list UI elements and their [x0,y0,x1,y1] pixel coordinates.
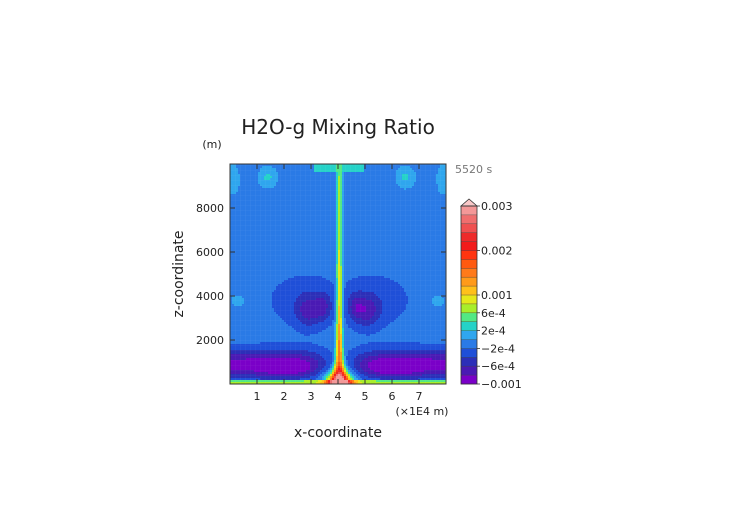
x-tick-label: 4 [335,390,342,403]
colorbar: 0.003 0.002 0.001 6e-4 2e-4 −2e-4 −6e-4 −0.001 [459,198,522,391]
colorbar-swatch [461,206,477,216]
colorbar-swatch [461,312,477,322]
colorbar-swatch [461,277,477,287]
y-tick-label: 8000 [196,202,224,215]
colorbar-label: −0.001 [481,378,522,391]
colorbar-swatch [461,348,477,358]
x-tick-label: 5 [362,390,369,403]
y-axis-label: z-coordinate [171,230,187,317]
time-label: 5520 s [455,163,492,176]
y-tick-label: 6000 [196,246,224,259]
colorbar-swatch [461,295,477,305]
colorbar-label: 0.002 [481,245,513,258]
colorbar-swatch [461,214,477,225]
x-axis-label: x-coordinate [294,425,382,441]
y-tick-label: 2000 [196,334,224,347]
colorbar-swatch [461,250,477,260]
colorbar-swatch [461,232,477,242]
colorbar-swatch [461,259,477,269]
colorbar-swatch [461,357,477,367]
x-axis: 1 2 3 4 5 6 7 [254,164,423,403]
colorbar-overflow-triangle [459,198,479,207]
x-tick-label: 2 [281,390,288,403]
colorbar-swatch [461,241,477,251]
colorbar-label: 0.001 [481,289,513,302]
x-tick-label: 6 [389,390,396,403]
y-tick-label: 4000 [196,290,224,303]
chart-title: H2O-g Mixing Ratio [241,115,435,139]
x-tick-label: 7 [416,390,423,403]
colorbar-label: 6e-4 [481,307,506,320]
colorbar-swatch [461,366,477,376]
colorbar-swatch [461,339,477,349]
colorbar-label: 2e-4 [481,325,506,338]
colorbar-swatch [461,223,477,233]
colorbar-label: 0.003 [481,200,513,213]
grid-overlay [230,164,446,384]
y-axis: 2000 4000 6000 8000 [196,202,446,347]
colorbar-swatch [461,303,477,314]
colorbar-label: −6e-4 [481,360,515,373]
x-tick-label: 1 [254,390,261,403]
x-tick-label: 3 [308,390,315,403]
colorbar-swatch [461,321,477,331]
colorbar-swatch [461,286,477,296]
colorbar-label: −2e-4 [481,342,515,355]
colorbar-swatch [461,375,477,385]
colorbar-swatch [461,268,477,278]
z-units-label: (m) [202,138,221,151]
x-units-label: (×1E4 m) [396,405,449,418]
colorbar-swatch [461,330,477,340]
